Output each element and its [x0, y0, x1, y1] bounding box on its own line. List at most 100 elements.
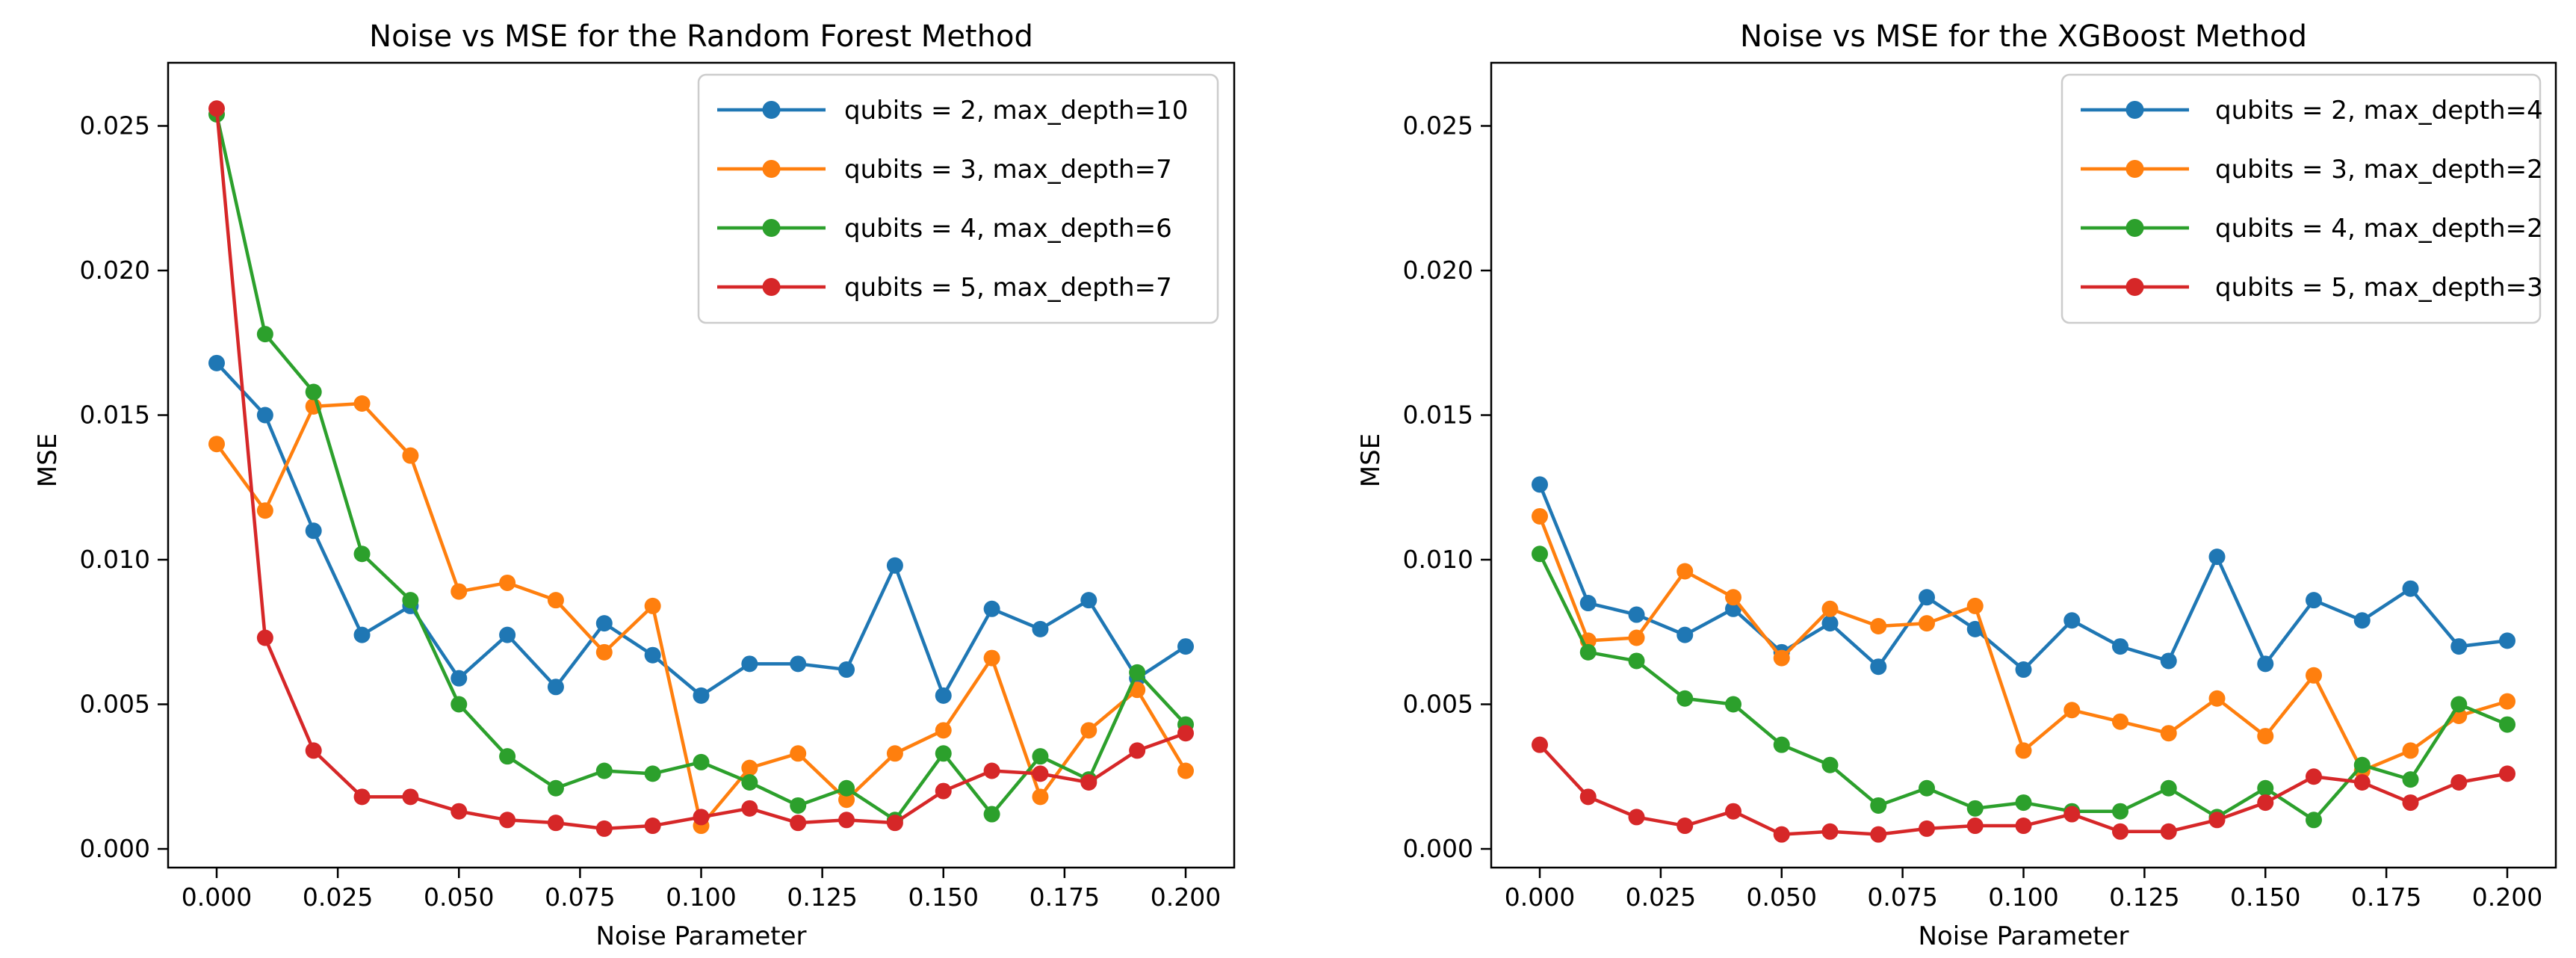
data-point: [2063, 612, 2081, 629]
data-point: [741, 655, 758, 673]
data-point: [2402, 580, 2419, 597]
legend-marker-dot: [762, 101, 781, 119]
data-point: [1080, 773, 1097, 791]
y-tick-label: 0.010: [80, 545, 150, 574]
data-point: [1628, 652, 1645, 670]
data-point: [983, 649, 1000, 667]
data-point: [208, 354, 225, 371]
data-point: [983, 600, 1000, 617]
data-point: [838, 812, 855, 829]
legend-marker-dot: [2125, 101, 2144, 119]
data-point: [1676, 690, 1694, 707]
y-tick-label: 0.005: [1403, 690, 1473, 719]
x-axis-label: Noise Parameter: [1918, 921, 2128, 951]
data-point: [693, 753, 710, 770]
data-point: [499, 748, 516, 765]
data-point: [2402, 794, 2419, 812]
data-point: [1773, 826, 1790, 843]
data-point: [402, 447, 419, 464]
chart-title: Noise vs MSE for the Random Forest Metho…: [369, 19, 1033, 54]
data-point: [353, 788, 371, 806]
data-point: [741, 773, 758, 791]
chart-title: Noise vs MSE for the XGBoost Method: [1740, 19, 2307, 54]
data-point: [547, 592, 564, 609]
data-point: [1532, 546, 1548, 563]
data-point: [547, 815, 564, 832]
legend-box: [697, 73, 1219, 324]
y-tick-label: 0.020: [1403, 256, 1473, 285]
data-point: [1080, 592, 1097, 609]
data-point: [935, 687, 952, 704]
data-point: [2306, 667, 2322, 684]
x-tick-label: 0.125: [787, 883, 857, 912]
data-point: [1129, 682, 1146, 699]
data-point: [1966, 800, 1984, 817]
data-point: [1966, 620, 1984, 637]
data-point: [1532, 507, 1548, 525]
data-point: [208, 436, 225, 453]
data-point: [1129, 742, 1146, 759]
data-point: [1919, 615, 1935, 632]
data-point: [1821, 823, 1839, 840]
data-point: [2306, 812, 2322, 829]
data-point: [2208, 690, 2226, 707]
data-point: [1676, 563, 1694, 580]
legend-marker-dot: [2125, 278, 2144, 296]
data-point: [1628, 809, 1645, 826]
y-tick-label: 0.005: [80, 690, 150, 719]
legend-entry: qubits = 2, max_depth=10: [717, 96, 1188, 126]
x-tick-label: 0.050: [1747, 883, 1817, 912]
legend-label: qubits = 5, max_depth=3: [2215, 273, 2543, 303]
data-point: [1870, 797, 1887, 814]
data-point: [1870, 658, 1887, 676]
data-point: [2160, 725, 2177, 742]
data-point: [256, 326, 273, 343]
data-point: [2306, 768, 2322, 785]
data-point: [1532, 736, 1548, 753]
data-point: [1725, 696, 1741, 713]
x-axis-label: Noise Parameter: [595, 921, 806, 951]
data-point: [499, 626, 516, 643]
data-point: [886, 557, 903, 574]
data-point: [595, 643, 613, 661]
data-point: [2208, 812, 2226, 829]
data-point: [1821, 756, 1839, 773]
x-tick-label: 0.000: [182, 883, 252, 912]
data-point: [2450, 638, 2468, 655]
legend-box: [2061, 73, 2542, 324]
x-tick-label: 0.100: [1988, 883, 2058, 912]
data-point: [1919, 820, 1935, 837]
data-point: [1032, 620, 1049, 637]
data-point: [256, 629, 273, 646]
data-point: [2257, 779, 2274, 797]
data-point: [644, 597, 661, 614]
data-point: [1725, 589, 1741, 606]
data-point: [838, 661, 855, 679]
data-point: [2402, 771, 2419, 788]
x-tick-label: 0.100: [666, 883, 736, 912]
data-point: [2112, 713, 2128, 730]
data-point: [644, 818, 661, 835]
legend-marker-dot: [2125, 160, 2144, 178]
data-point: [595, 615, 613, 632]
data-point: [2063, 702, 2081, 719]
y-tick-label: 0.020: [80, 256, 150, 285]
data-point: [2063, 806, 2081, 823]
data-point: [983, 762, 1000, 779]
data-point: [2112, 823, 2128, 840]
data-point: [2160, 652, 2177, 670]
data-point: [741, 800, 758, 817]
data-point: [983, 806, 1000, 823]
data-point: [2015, 661, 2032, 679]
data-point: [451, 583, 468, 600]
data-point: [1579, 788, 1597, 806]
data-point: [353, 395, 371, 412]
legend-entry: qubits = 5, max_depth=7: [717, 273, 1172, 303]
data-point: [1773, 649, 1790, 667]
data-point: [1966, 818, 1984, 835]
data-point: [2015, 742, 2032, 759]
data-point: [1177, 762, 1194, 779]
data-point: [2402, 742, 2419, 759]
data-point: [2499, 765, 2515, 782]
